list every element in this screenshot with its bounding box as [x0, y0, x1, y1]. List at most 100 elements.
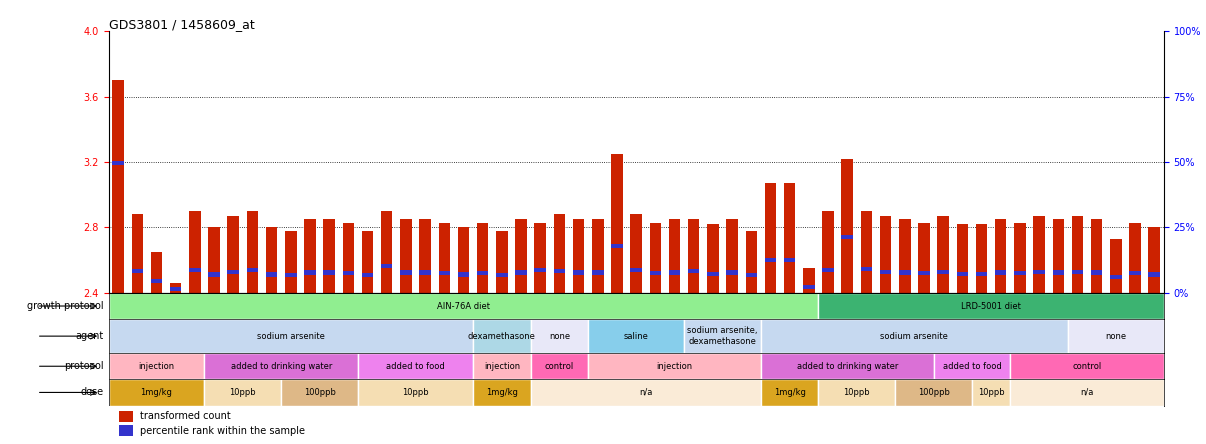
Bar — [745, 231, 757, 293]
Bar — [112, 80, 124, 293]
Bar — [554, 269, 566, 274]
Bar — [205, 353, 358, 379]
Text: none: none — [1105, 332, 1126, 341]
Bar — [918, 222, 930, 293]
Text: sodium arsenite: sodium arsenite — [257, 332, 324, 341]
Bar — [343, 222, 355, 293]
Bar — [1034, 270, 1044, 274]
Bar — [323, 219, 335, 293]
Bar — [151, 278, 163, 283]
Bar — [1148, 227, 1160, 293]
Bar — [631, 268, 642, 272]
Bar — [687, 219, 699, 293]
Bar — [822, 211, 833, 293]
Bar — [707, 224, 719, 293]
Bar — [473, 353, 531, 379]
Bar — [842, 159, 853, 293]
Bar — [898, 219, 911, 293]
Bar — [895, 379, 972, 405]
Bar — [554, 214, 566, 293]
Text: 1mg/kg: 1mg/kg — [774, 388, 806, 397]
Bar — [842, 235, 853, 239]
Text: 10ppb: 10ppb — [978, 388, 1005, 397]
Bar — [1072, 216, 1083, 293]
Bar — [531, 379, 761, 405]
Bar — [119, 425, 133, 436]
Bar — [589, 353, 761, 379]
Bar — [531, 319, 589, 353]
Bar — [109, 353, 205, 379]
Bar — [1034, 216, 1044, 293]
Bar — [381, 211, 392, 293]
Bar — [358, 353, 473, 379]
Bar — [745, 274, 757, 278]
Text: injection: injection — [484, 362, 520, 371]
Text: sodium arsenite,
dexamethasone: sodium arsenite, dexamethasone — [687, 326, 757, 346]
Bar — [400, 270, 411, 274]
Text: added to food: added to food — [943, 362, 1001, 371]
Bar — [611, 244, 622, 248]
Bar — [189, 268, 200, 273]
Bar — [170, 283, 181, 293]
Bar — [476, 222, 488, 293]
Text: added to food: added to food — [386, 362, 445, 371]
Text: growth protocol: growth protocol — [27, 301, 104, 311]
Bar — [972, 379, 1011, 405]
Text: agent: agent — [75, 331, 104, 341]
Bar — [228, 216, 239, 293]
Text: dexamethasone: dexamethasone — [468, 332, 535, 341]
Bar — [285, 231, 297, 293]
Text: transformed count: transformed count — [140, 412, 230, 421]
Bar — [592, 219, 603, 293]
Text: 1mg/kg: 1mg/kg — [141, 388, 172, 397]
Bar — [898, 270, 911, 274]
Bar — [592, 270, 603, 274]
Bar — [1110, 239, 1122, 293]
Bar — [496, 231, 508, 293]
Bar — [937, 216, 949, 293]
Text: GDS3801 / 1458609_at: GDS3801 / 1458609_at — [109, 18, 254, 31]
Bar — [819, 293, 1164, 319]
Text: 10ppb: 10ppb — [229, 388, 256, 397]
Bar — [784, 258, 796, 262]
Text: saline: saline — [624, 332, 649, 341]
Bar — [515, 219, 527, 293]
Bar — [439, 271, 450, 275]
Text: 10ppb: 10ppb — [843, 388, 870, 397]
Text: n/a: n/a — [639, 388, 652, 397]
Bar — [1072, 270, 1083, 274]
Bar — [861, 267, 872, 271]
Text: 100ppb: 100ppb — [304, 388, 335, 397]
Bar — [304, 219, 316, 293]
Bar — [209, 273, 219, 277]
Bar — [1014, 271, 1025, 275]
Bar — [880, 216, 891, 293]
Bar — [761, 379, 819, 405]
Bar — [189, 211, 200, 293]
Bar — [589, 319, 684, 353]
Bar — [918, 271, 930, 275]
Bar — [573, 219, 585, 293]
Bar — [956, 272, 968, 276]
Bar — [531, 353, 589, 379]
Bar — [534, 222, 546, 293]
Bar — [247, 268, 258, 273]
Bar — [205, 379, 281, 405]
Bar — [381, 264, 392, 268]
Text: sodium arsenite: sodium arsenite — [880, 332, 948, 341]
Bar — [112, 161, 124, 165]
Bar — [976, 272, 988, 276]
Bar — [761, 353, 933, 379]
Bar — [861, 211, 872, 293]
Text: none: none — [549, 332, 570, 341]
Bar — [534, 268, 546, 272]
Bar — [420, 270, 431, 274]
Bar — [285, 274, 297, 278]
Bar — [976, 224, 988, 293]
Bar — [1148, 273, 1160, 277]
Text: 10ppb: 10ppb — [403, 388, 429, 397]
Text: control: control — [545, 362, 574, 371]
Bar — [669, 219, 680, 293]
Bar — [650, 222, 661, 293]
Bar — [995, 270, 1007, 274]
